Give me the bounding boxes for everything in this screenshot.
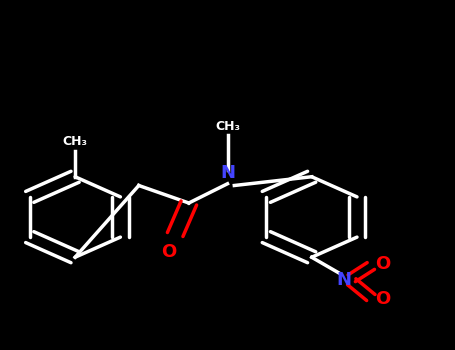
Text: CH₃: CH₃ bbox=[63, 135, 87, 148]
Text: N: N bbox=[220, 164, 235, 182]
Text: O: O bbox=[161, 243, 176, 261]
Text: O: O bbox=[375, 290, 391, 308]
Text: CH₃: CH₃ bbox=[215, 120, 240, 133]
Text: O: O bbox=[375, 255, 391, 273]
Text: N: N bbox=[336, 271, 351, 289]
